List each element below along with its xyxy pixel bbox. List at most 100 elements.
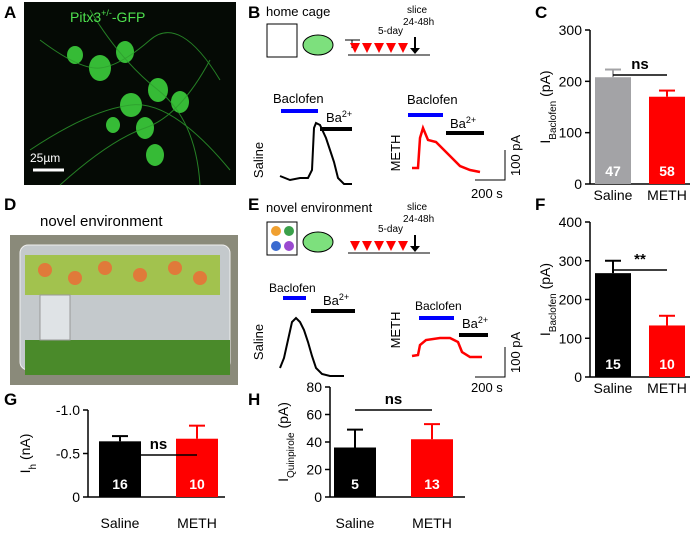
- bar: [595, 77, 631, 184]
- y-tick-label: 0: [574, 369, 582, 385]
- panel-d: novel environment: [10, 213, 238, 385]
- scale-label: 25µm: [30, 151, 60, 165]
- bar: [176, 438, 218, 497]
- schedule-label: 5-day: [378, 26, 403, 37]
- panel-letter: C: [535, 3, 547, 22]
- panel-letter: E: [248, 195, 259, 214]
- y-axis-label: IBaclofen (pA): [537, 70, 559, 143]
- y-label-part: Baclofen: [548, 293, 559, 332]
- y-tick-label: 0: [574, 176, 582, 192]
- y-tick-label: 100: [559, 125, 583, 141]
- y-axis-label: IQuinpirole (pA): [275, 402, 297, 482]
- blocker-sup: 2+: [478, 315, 488, 325]
- scale-y-label: 100 pA: [508, 134, 523, 176]
- blocker-text: Ba: [326, 110, 343, 125]
- group-label: Saline: [251, 142, 266, 178]
- bar: [99, 441, 141, 497]
- panel-e: novel environment 5-day slice 24-48h Bac…: [251, 200, 523, 395]
- panel-letter: F: [535, 195, 545, 214]
- y-label-part: (pA): [537, 70, 553, 100]
- y-tick-label: 60: [306, 407, 322, 423]
- blocker-text: Ba: [323, 293, 340, 308]
- blocker-sup: 2+: [342, 109, 352, 119]
- n-label: 5: [351, 476, 359, 492]
- window-label: 24-48h: [403, 214, 434, 225]
- y-label-part: (pA): [275, 402, 291, 432]
- label-sup: +/-: [101, 8, 112, 18]
- x-tick-label: METH: [412, 515, 452, 531]
- x-tick-label: METH: [177, 515, 217, 531]
- y-label-part: h: [28, 464, 39, 470]
- y-label-part: (nA): [17, 434, 33, 464]
- y-tick-label: 80: [306, 379, 322, 395]
- scale-x-label: 200 s: [471, 380, 503, 395]
- significance-label: ns: [150, 436, 168, 453]
- blocker-text: Ba: [450, 116, 467, 131]
- scale-x-label: 200 s: [471, 186, 503, 201]
- blocker-label: Ba2+: [323, 292, 349, 308]
- panel-letter: B: [248, 3, 260, 22]
- significance-label: **: [634, 251, 646, 268]
- group-label: METH: [388, 312, 403, 349]
- drug-label: Baclofen: [415, 299, 462, 313]
- drug-label: Baclofen: [407, 92, 458, 107]
- y-label-part: I: [17, 470, 33, 474]
- y-label-part: I: [537, 332, 553, 336]
- y-tick-label: 200: [559, 73, 583, 89]
- panel-letter: H: [248, 390, 260, 409]
- blocker-sup: 2+: [339, 292, 349, 302]
- context-label: novel environment: [266, 200, 373, 215]
- slice-label: slice: [407, 5, 427, 16]
- y-label-part: I: [275, 478, 291, 482]
- blocker-label: Ba2+: [326, 109, 352, 125]
- panel-letter: G: [4, 390, 17, 409]
- panel-letter: A: [4, 3, 16, 22]
- group-label: METH: [388, 135, 403, 172]
- n-label: 13: [424, 476, 440, 492]
- significance-label: ns: [631, 56, 649, 73]
- bar: [595, 273, 631, 377]
- y-tick-label: 200: [559, 292, 583, 308]
- n-label: 10: [659, 356, 675, 372]
- n-label: 16: [112, 476, 128, 492]
- bar: [411, 439, 453, 497]
- y-tick-label: 300: [559, 22, 583, 38]
- panel-b: home cage 5-day slice 24-48h Baclofen Ba…: [251, 4, 523, 201]
- context-label: home cage: [266, 4, 330, 19]
- label-text: Pitx3: [70, 9, 101, 25]
- image-label: Pitx3+/--GFP: [70, 8, 145, 25]
- drug-label: Baclofen: [269, 281, 316, 295]
- bar: [334, 447, 376, 497]
- panel-letter: D: [4, 195, 16, 214]
- slice-label: slice: [407, 202, 427, 213]
- x-tick-label: Saline: [594, 187, 633, 203]
- bar: [649, 325, 685, 377]
- y-tick-label: 0: [314, 489, 322, 505]
- y-label-part: Quinpirole: [286, 432, 297, 478]
- x-tick-label: Saline: [594, 380, 633, 396]
- x-tick-label: METH: [647, 380, 687, 396]
- n-label: 58: [659, 163, 675, 179]
- x-tick-label: Saline: [336, 515, 375, 531]
- significance-label: ns: [385, 391, 403, 408]
- group-label: Saline: [251, 324, 266, 360]
- blocker-label: Ba2+: [462, 315, 488, 331]
- n-label: 10: [189, 476, 205, 492]
- y-tick-label: 400: [559, 214, 583, 230]
- scale-y-label: 100 pA: [508, 331, 523, 373]
- blocker-sup: 2+: [466, 115, 476, 125]
- photo-title: novel environment: [40, 213, 163, 230]
- label-suffix: -GFP: [112, 9, 145, 25]
- y-tick-label: 300: [559, 253, 583, 269]
- window-label: 24-48h: [403, 17, 434, 28]
- y-label-part: Baclofen: [548, 101, 559, 140]
- y-tick-label: 20: [306, 462, 322, 478]
- y-tick-label: -1.0: [56, 402, 80, 418]
- x-tick-label: Saline: [101, 515, 140, 531]
- y-tick-label: -0.5: [56, 446, 80, 462]
- micrograph: Pitx3+/--GFP 25µm: [24, 2, 236, 186]
- y-tick-label: 0: [72, 489, 80, 505]
- blocker-label: Ba2+: [450, 115, 476, 131]
- drug-label: Baclofen: [273, 91, 324, 106]
- bar: [649, 96, 685, 184]
